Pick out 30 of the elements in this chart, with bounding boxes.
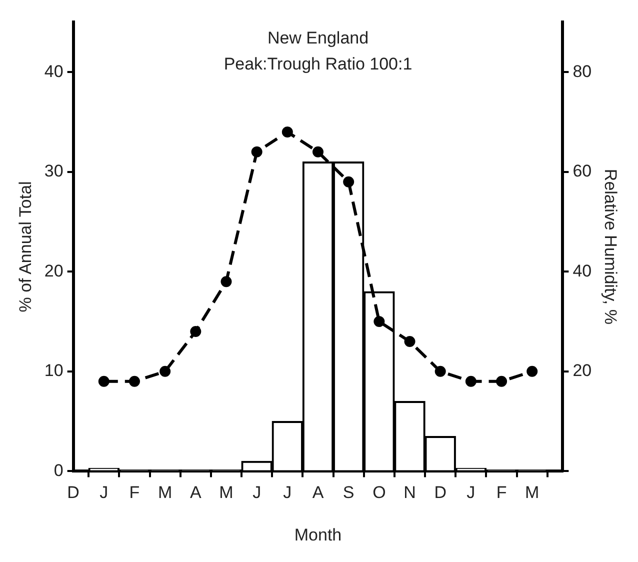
x-tick-label: F bbox=[496, 483, 507, 502]
y-tick-label: 30 bbox=[44, 162, 64, 181]
y2-tick-label: 80 bbox=[572, 62, 592, 81]
x-tick-label: J bbox=[466, 483, 476, 502]
x-tick-label: J bbox=[100, 483, 108, 502]
x-tick-label: A bbox=[312, 483, 324, 502]
x-tick-label: M bbox=[158, 483, 172, 502]
y-tick-label: 20 bbox=[44, 261, 64, 280]
x-tick-label: F bbox=[129, 483, 140, 502]
x-tick-label: D bbox=[434, 483, 446, 502]
x-tick-label: S bbox=[342, 483, 354, 502]
x-tick-label: M bbox=[219, 483, 234, 502]
x-tick-label: D bbox=[67, 483, 80, 502]
x-tick-label: N bbox=[404, 483, 416, 502]
y-tick-label: 10 bbox=[44, 361, 64, 380]
y2-tick-label: 40 bbox=[572, 261, 592, 280]
y2-axis-title: Relative Humidity, % bbox=[601, 168, 620, 324]
x-tick-label: J bbox=[252, 483, 262, 502]
x-tick-label: J bbox=[283, 483, 292, 502]
x-tick-label: A bbox=[190, 483, 202, 502]
y2-tick-label: 60 bbox=[572, 162, 592, 181]
chart-title: New England bbox=[267, 28, 369, 48]
x-axis-title: Month bbox=[294, 525, 342, 544]
y-axis-title: % of Annual Total bbox=[16, 181, 35, 312]
x-tick-label: M bbox=[525, 483, 540, 502]
y2-tick-label: 20 bbox=[572, 361, 592, 380]
x-tick-label: O bbox=[372, 483, 386, 502]
y-tick-label: 40 bbox=[44, 62, 64, 81]
text: Peak:Trough Ratio 100:1 bbox=[224, 54, 412, 74]
y-tick-label: 0 bbox=[54, 460, 64, 480]
